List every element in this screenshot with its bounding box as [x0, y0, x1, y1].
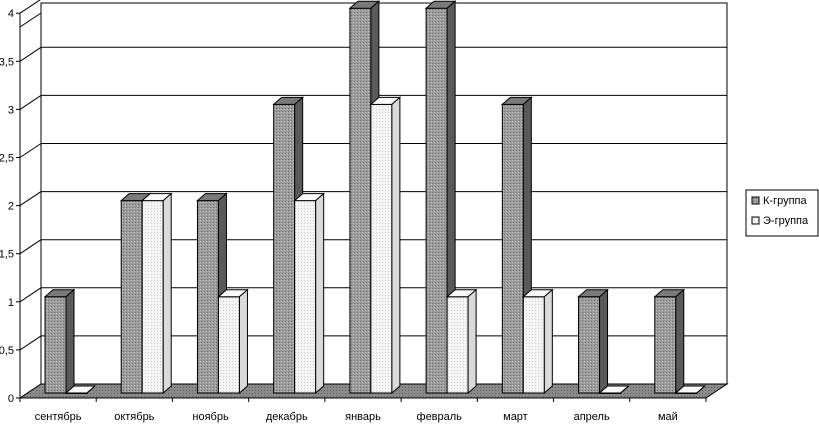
x-tick-label: февраль	[417, 411, 463, 423]
legend-label: К-группа	[763, 195, 807, 207]
y-tick-label: 2,5	[0, 153, 14, 165]
gridline	[19, 191, 42, 207]
x-tick-label: декабрь	[266, 411, 308, 423]
y-tick-label: 1,5	[0, 249, 14, 261]
y-tick-label: 1	[8, 297, 14, 309]
bar	[598, 385, 630, 394]
bar	[445, 288, 478, 395]
bar	[64, 385, 97, 394]
y-axis-ticks: 0 0,5 1 1,5 2 2,5 3 3,5 4	[0, 8, 21, 405]
side-wall	[19, 12, 42, 399]
bar	[140, 192, 173, 395]
x-tick-label: октябрь	[114, 411, 154, 423]
y-tick-label: 3	[8, 104, 14, 116]
x-axis-ticks: сентябрь октябрь ноябрь декабрь январь феврал…	[19, 398, 707, 423]
x-tick-label: сентябрь	[35, 411, 82, 423]
y-tick-label: 0,5	[0, 345, 14, 357]
bar	[217, 288, 249, 395]
bar	[43, 288, 76, 395]
gridline	[19, 0, 41, 14]
y-tick-label: 3,5	[0, 56, 14, 68]
bar	[293, 192, 325, 395]
bar	[522, 288, 554, 395]
gridline	[19, 94, 42, 110]
y-tick-label: 2	[8, 201, 14, 213]
x-tick-label: май	[658, 411, 678, 423]
legend: К-группа Э-группа	[745, 189, 819, 237]
gridline	[19, 143, 42, 158]
x-tick-label: март	[503, 411, 528, 423]
bars	[43, 0, 707, 395]
x-tick-label: апрель	[574, 411, 610, 423]
gridline	[19, 239, 42, 255]
y-tick-label: 4	[8, 8, 14, 20]
x-tick-label: ноябрь	[192, 411, 229, 423]
y-tick-label: 0	[8, 393, 14, 405]
bar	[369, 96, 402, 395]
bar	[674, 385, 707, 394]
gridline	[19, 287, 42, 303]
bar	[653, 288, 686, 395]
x-tick-label: январь	[345, 411, 381, 423]
gridline	[19, 46, 42, 62]
legend-swatch	[751, 216, 760, 225]
legend-swatch	[751, 196, 760, 205]
gridline	[19, 335, 42, 351]
legend-label: Э-группа	[763, 215, 809, 227]
bar	[577, 288, 609, 395]
